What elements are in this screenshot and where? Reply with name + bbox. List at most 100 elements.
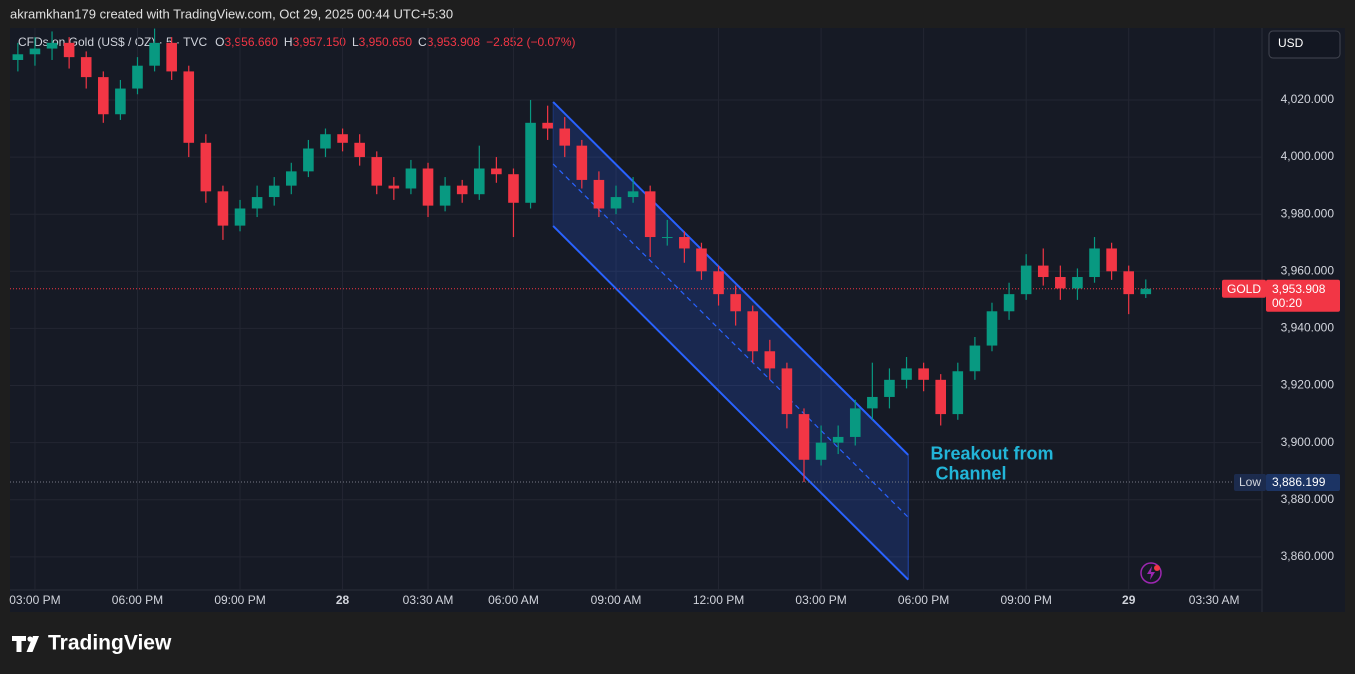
candle-body: [969, 345, 981, 372]
candle-body: [12, 54, 24, 60]
candle-body: [46, 42, 58, 49]
x-tick-label: 28: [336, 593, 350, 607]
candle-body: [679, 237, 690, 249]
x-tick-label: 09:00 AM: [591, 593, 642, 607]
x-tick-label: 06:00 AM: [488, 593, 539, 607]
x-tick-label: 09:00 PM: [1000, 593, 1051, 607]
candle-body: [849, 408, 861, 437]
x-tick-label: 12:00 PM: [693, 593, 744, 607]
candle-body: [491, 168, 502, 175]
x-tick-label: 03:00 PM: [795, 593, 846, 607]
candle-body: [1140, 288, 1152, 295]
candle-body: [781, 368, 793, 415]
candle-body: [832, 436, 844, 443]
candle-body: [303, 148, 314, 172]
candle-body: [320, 134, 331, 149]
candle-body: [1003, 294, 1015, 312]
x-tick-label: 03:00 PM: [9, 593, 60, 607]
candle-body: [1020, 265, 1032, 295]
candle-body: [918, 368, 929, 380]
candle-body: [867, 396, 878, 409]
x-tick-label: 03:30 AM: [403, 593, 454, 607]
candle-body: [559, 128, 571, 146]
candle-body: [268, 185, 280, 198]
legend-key: O: [215, 35, 224, 49]
y-tick-label: 3,860.000: [1281, 549, 1335, 563]
symbol-legend: CFDs on Gold (US$ / OZ) · 5 · TVC O3,956.…: [18, 35, 576, 49]
candle-body: [354, 142, 365, 158]
candle-body: [166, 42, 177, 72]
legend-value: 3,956.660: [225, 35, 279, 49]
y-tick-label: 3,960.000: [1281, 263, 1335, 277]
chart-panel: [10, 28, 1345, 612]
candle-body: [661, 237, 673, 239]
channel-mid: [552, 163, 909, 518]
legend-key: H: [284, 35, 293, 49]
candle-body: [730, 294, 741, 312]
symbol-tag-label: GOLD: [1227, 282, 1261, 296]
candle-body: [593, 179, 605, 209]
x-tick-label: 06:00 PM: [112, 593, 163, 607]
symbol-tag: [1222, 279, 1266, 298]
candle-body: [696, 248, 707, 272]
y-tick-label: 3,900.000: [1281, 435, 1335, 449]
y-tick-label: 4,020.000: [1281, 92, 1335, 106]
candle-body: [901, 368, 912, 380]
candle-body: [1106, 248, 1117, 272]
candle-body: [251, 197, 263, 209]
candle-body: [371, 157, 383, 186]
candle-body: [29, 48, 41, 55]
x-tick-label: 09:00 PM: [214, 593, 265, 607]
annotation: Breakout from: [930, 444, 1053, 464]
candle-body: [1072, 277, 1083, 289]
price-tag: [1266, 279, 1340, 312]
y-tick-label: 4,000.000: [1281, 149, 1335, 163]
candle-body: [798, 414, 810, 460]
candle-body: [542, 122, 553, 129]
alert-icon: [1147, 566, 1155, 580]
legend-value: 3,953.908: [427, 35, 481, 49]
countdown-label: 00:20: [1272, 296, 1302, 310]
credit: akramkhan179 created with TradingView.co…: [10, 6, 453, 21]
candle-body: [525, 122, 536, 203]
candle-body: [935, 379, 947, 415]
candle-body: [200, 142, 212, 192]
candle-body: [388, 185, 400, 189]
candle-body: [986, 311, 998, 346]
candle-body: [764, 351, 776, 369]
candle-body: [439, 185, 451, 206]
logo-mark: [12, 636, 26, 652]
low-tag: [1234, 474, 1266, 492]
logo: TradingView: [12, 632, 172, 655]
candle-body: [456, 185, 468, 195]
candle-body: [422, 168, 434, 206]
candle-body: [473, 168, 485, 195]
alert-icon[interactable]: [1140, 562, 1162, 584]
y-tick-label: 3,980.000: [1281, 206, 1335, 220]
candle-body: [337, 134, 348, 143]
candle-body: [286, 171, 297, 186]
y-tick-label: 3,940.000: [1281, 321, 1335, 335]
price-tag-label: 3,953.908: [1272, 282, 1326, 296]
low-price-label: 3,886.199: [1272, 475, 1326, 489]
candle-body: [644, 191, 656, 238]
legend-value: 3,957.150: [293, 35, 347, 49]
candle-body: [815, 442, 827, 460]
candle-body: [98, 77, 109, 115]
x-tick-label: 03:30 AM: [1189, 593, 1240, 607]
annotation: Channel: [930, 464, 1006, 484]
currency-button[interactable]: [1268, 30, 1341, 59]
candle-body: [576, 145, 588, 180]
candle-body: [80, 57, 92, 78]
channel-fill: [553, 101, 909, 580]
alert-dot: [1154, 565, 1160, 571]
candle-body: [508, 174, 519, 203]
candle-body: [747, 311, 759, 352]
candle-body: [713, 271, 724, 295]
channel-lower: [552, 225, 909, 581]
symbol-name: CFDs on Gold (US$ / OZ) · 5 · TVC: [18, 35, 207, 49]
candle-body: [1037, 265, 1049, 278]
currency-label[interactable]: USD: [1278, 36, 1304, 50]
logo-text: TradingView: [48, 632, 172, 655]
